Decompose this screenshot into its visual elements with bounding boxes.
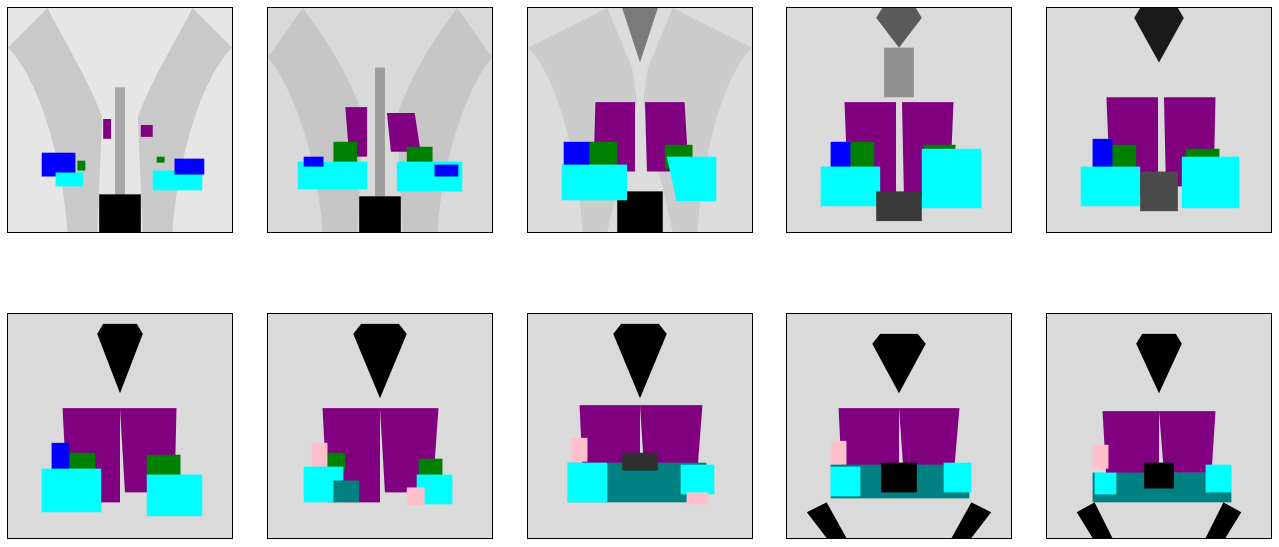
mri-slice-panel-8 — [527, 313, 753, 539]
mri-slice-image-2 — [268, 8, 492, 232]
mri-slice-image-10 — [1047, 314, 1271, 538]
mri-slice-image-3 — [528, 8, 752, 232]
mri-slice-image-1 — [8, 8, 232, 232]
mri-slice-panel-4 — [786, 7, 1012, 233]
mri-slice-image-5 — [1047, 8, 1271, 232]
mri-slice-panel-7 — [267, 313, 493, 539]
mri-slice-image-4 — [787, 8, 1011, 232]
mri-slice-panel-1 — [7, 7, 233, 233]
mri-slice-panel-5 — [1046, 7, 1272, 233]
mri-slice-panel-10 — [1046, 313, 1272, 539]
mri-slice-panel-6 — [7, 313, 233, 539]
mri-slice-image-8 — [528, 314, 752, 538]
mri-slice-panel-2 — [267, 7, 493, 233]
mri-slice-panel-9 — [786, 313, 1012, 539]
mri-slice-image-6 — [8, 314, 232, 538]
mri-slice-image-9 — [787, 314, 1011, 538]
mri-slice-image-7 — [268, 314, 492, 538]
mri-slice-panel-3 — [527, 7, 753, 233]
